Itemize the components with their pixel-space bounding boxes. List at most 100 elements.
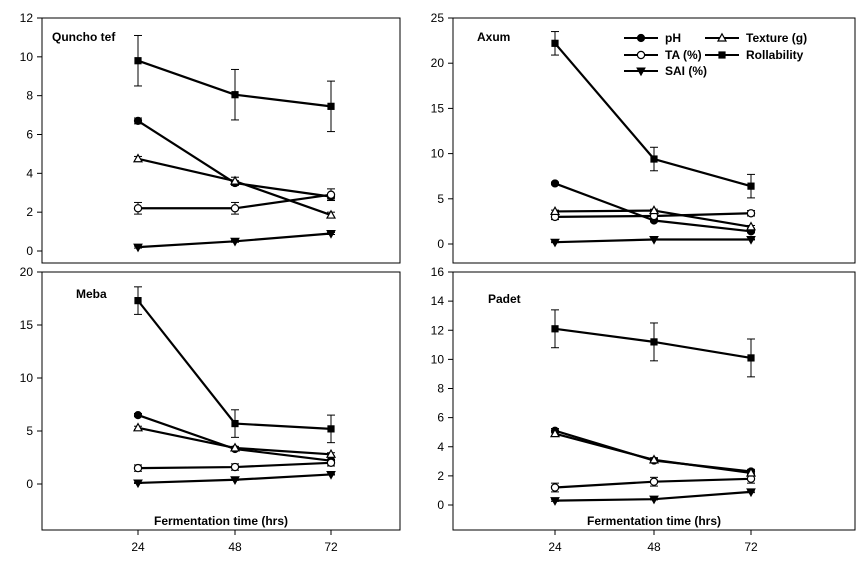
data-point (745, 467, 757, 477)
data-point (231, 91, 239, 99)
data-point (550, 497, 560, 506)
panel-frame (41, 17, 401, 264)
data-point (133, 463, 143, 473)
data-point (747, 354, 755, 362)
x-tick-label: 24 (548, 540, 562, 554)
data-point (326, 190, 336, 199)
data-point (746, 488, 756, 498)
y-tick-label: 16 (431, 265, 445, 279)
data-point (134, 297, 142, 305)
legend-entry-ta: TA (%) (624, 48, 702, 62)
series-sai (133, 470, 336, 489)
data-point (133, 116, 143, 126)
series-ph (133, 116, 336, 201)
series-rollability (134, 34, 335, 133)
legend-marker (636, 33, 646, 43)
series-line (554, 429, 752, 473)
series-rollability (134, 286, 335, 444)
data-point (327, 102, 335, 110)
data-point (549, 428, 561, 438)
legend-label: Rollability (746, 48, 804, 62)
data-point (231, 419, 239, 428)
data-point (551, 325, 559, 333)
series-ta (133, 188, 336, 215)
data-point (648, 454, 660, 464)
y-tick-label: 6 (437, 411, 444, 425)
panel-frame (41, 271, 401, 531)
panel-meba: 0 5 10 15 20 24 48 72 Meba Fermentation time (hrs… (20, 265, 401, 554)
series-sai (133, 230, 336, 253)
y-tick-label: 10 (431, 352, 445, 366)
legend-label: Texture (g) (746, 31, 807, 45)
legend-marker (718, 51, 726, 59)
data-point (132, 153, 144, 163)
panel-frame (452, 17, 856, 264)
y-tick-label: 0 (26, 244, 33, 258)
legend: pH Texture (g) TA (%) Rollability SAI (%) (624, 31, 807, 78)
data-point (229, 175, 241, 185)
y-tick-label: 25 (431, 11, 445, 25)
panel-quncho-tef: 0 2 4 6 8 10 12 Quncho tef (20, 11, 401, 264)
series-texture-g (549, 205, 757, 231)
y-tick-label: 12 (431, 323, 445, 337)
y-tick-label: 5 (26, 424, 33, 438)
legend-label: SAI (%) (665, 64, 707, 78)
data-point (326, 230, 336, 239)
legend-marker (716, 32, 728, 42)
series-rollability (551, 309, 755, 378)
series-line (554, 42, 752, 188)
y-tick-label: 14 (431, 294, 445, 308)
data-point (230, 462, 240, 472)
series-ta (550, 209, 756, 222)
data-point (133, 411, 143, 420)
data-point (133, 479, 143, 489)
y-tick-label: 20 (431, 56, 445, 70)
data-point (650, 155, 658, 163)
data-point (230, 237, 240, 247)
y-tick-label: 10 (20, 371, 34, 385)
y-tick-label: 0 (26, 477, 33, 491)
legend-entry-rollability: Rollability (705, 48, 804, 62)
y-tick-label: 15 (431, 101, 445, 115)
y-tick-label: 4 (26, 166, 33, 180)
panel-title: Quncho tef (52, 30, 116, 44)
panel-title: Axum (477, 30, 510, 44)
legend-entry-texture-g: Texture (g) (705, 31, 807, 45)
data-point (327, 425, 335, 433)
y-tick-label: 6 (26, 128, 33, 142)
data-point (326, 470, 336, 480)
data-point (551, 39, 559, 47)
data-point (746, 235, 756, 245)
data-point (326, 458, 336, 467)
series-ta (550, 473, 756, 493)
y-tick-label: 2 (26, 205, 33, 219)
series-texture-g (132, 153, 337, 219)
data-point (747, 182, 755, 190)
data-point (745, 221, 757, 231)
y-tick-label: 15 (20, 318, 34, 332)
series-ta (133, 458, 336, 473)
y-tick-label: 5 (437, 192, 444, 206)
data-point (649, 235, 659, 245)
data-point (325, 209, 337, 219)
panel-title: Padet (488, 292, 521, 306)
series-sai (550, 235, 756, 248)
series-sai (550, 488, 756, 506)
x-tick-label: 72 (324, 540, 338, 554)
data-point (325, 448, 337, 458)
x-tick-label: 48 (228, 540, 242, 554)
y-tick-label: 12 (20, 11, 34, 25)
data-point (230, 476, 240, 485)
y-tick-label: 8 (437, 382, 444, 396)
data-point (550, 238, 560, 248)
data-point (649, 495, 659, 505)
legend-label: pH (665, 31, 681, 45)
x-axis-label: Fermentation time (hrs) (154, 514, 288, 528)
legend-entry-ph: pH (624, 31, 681, 45)
series-rollability (551, 31, 755, 199)
y-tick-label: 10 (20, 50, 34, 64)
y-tick-label: 4 (437, 440, 444, 454)
